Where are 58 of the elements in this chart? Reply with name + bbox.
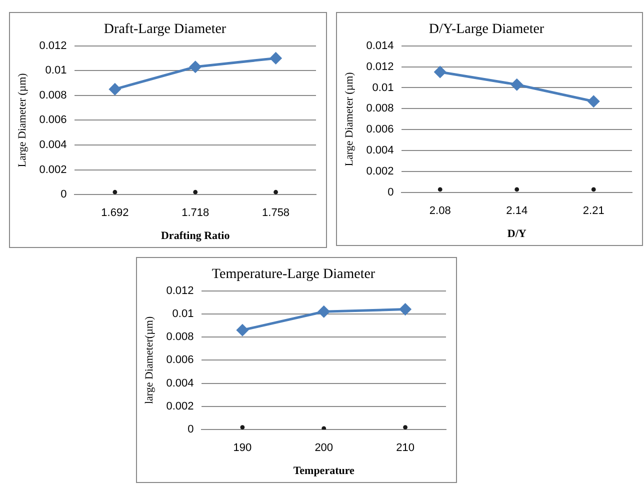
x-tick-label: 1.758 (262, 207, 290, 220)
x-axis-title: Drafting Ratio (160, 230, 230, 242)
y-tick-label: 0.014 (366, 40, 394, 52)
y-tick-label: 0.01 (372, 82, 394, 94)
y-tick-label: 0.01 (172, 308, 194, 320)
point (588, 96, 600, 108)
point (112, 190, 118, 194)
point (591, 187, 596, 192)
x-tick-label: 1.718 (182, 207, 210, 220)
point (190, 61, 202, 73)
y-tick-label: 0.002 (39, 164, 67, 176)
y-tick-label: 0.008 (166, 331, 194, 344)
y-tick-label: 0.006 (166, 354, 194, 366)
y-tick-label: 0.008 (366, 102, 394, 115)
point (400, 304, 412, 316)
y-tick-label: 0.002 (166, 400, 194, 412)
y-tick-label: 0 (60, 188, 67, 201)
y-tick-label: 0.002 (366, 166, 394, 178)
chart-title: Draft-Large Diameter (104, 22, 226, 38)
y-tick-label: 0.012 (166, 284, 194, 297)
point (240, 425, 245, 430)
point (403, 425, 408, 430)
point (322, 426, 326, 430)
y-tick-label: 0.008 (39, 89, 67, 102)
y-tick-label: 0.006 (39, 114, 67, 126)
x-tick-label: 2.21 (582, 205, 604, 218)
chart-title: D/Y-Large Diameter (428, 22, 544, 38)
x-tick-label: 2.14 (506, 205, 528, 218)
y-tick-label: 0 (188, 424, 194, 436)
y-tick-label: 0.006 (366, 124, 394, 136)
point (236, 324, 248, 336)
y-tick-label: 0.01 (45, 64, 67, 77)
point (434, 66, 446, 78)
chart-title: Temperature-Large Diameter (212, 267, 376, 282)
point (270, 52, 282, 64)
x-tick-label: 2.08 (429, 205, 451, 218)
x-tick-label: 210 (396, 442, 414, 454)
y-tick-label: 0.004 (366, 144, 394, 157)
x-tick-label: 190 (233, 442, 252, 454)
y-tick-label: 0.004 (166, 377, 194, 390)
point (511, 78, 523, 90)
y-axis-title: large Diameter(µm) (143, 316, 156, 404)
y-tick-label: 0 (388, 186, 394, 199)
x-axis-title: Temperature (293, 465, 355, 478)
x-tick-label: 200 (314, 442, 334, 454)
y-axis-title: Large Diameter (µm) (343, 72, 356, 166)
point (318, 306, 330, 318)
y-tick-label: 0.012 (366, 60, 394, 73)
point (109, 83, 121, 95)
point (274, 190, 278, 194)
point (514, 187, 520, 192)
point (193, 190, 198, 194)
x-axis-title: D/Y (507, 228, 526, 240)
point (438, 187, 442, 192)
y-tick-label: 0.004 (39, 139, 67, 152)
y-tick-label: 0.012 (39, 40, 67, 52)
x-tick-label: 1.692 (101, 207, 129, 220)
y-axis-title: Large Diameter (µm) (16, 72, 28, 168)
